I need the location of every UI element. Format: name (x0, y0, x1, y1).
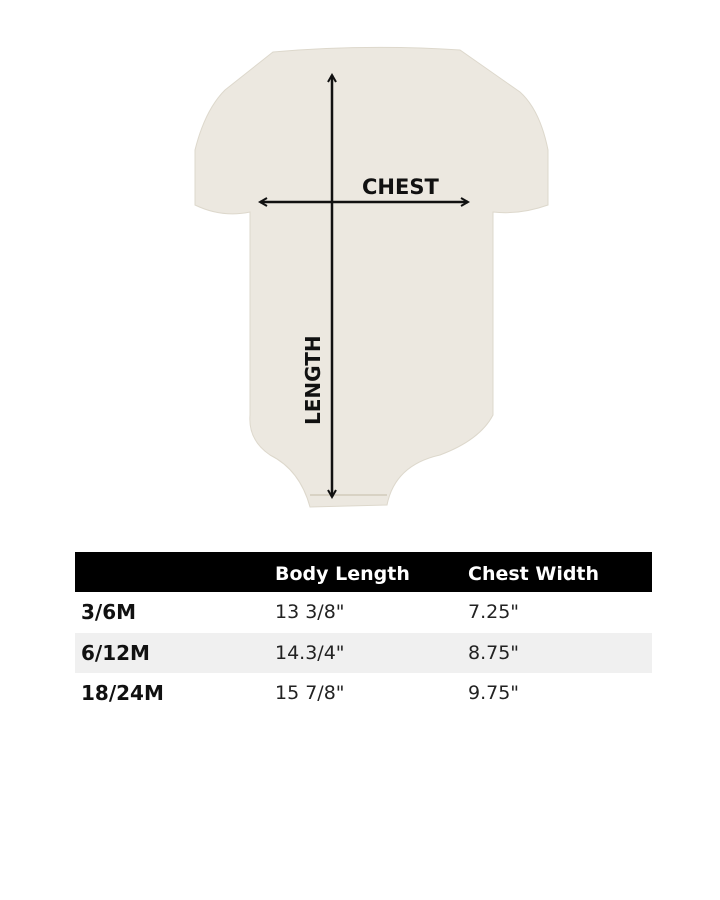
table-row: 6/12M 14.3/4" 8.75" (75, 632, 652, 673)
size-cell: 18/24M (81, 681, 164, 706)
onesie-garment (194, 46, 549, 508)
onesie-diagram: CHEST LENGTH (194, 46, 549, 508)
chest-width-cell: 9.75" (468, 682, 520, 705)
chest-width-cell: 8.75" (468, 641, 520, 664)
header-chest-width: Chest Width (468, 563, 600, 585)
size-table: Body Length Chest Width 3/6M 13 3/8" 7.2… (75, 552, 652, 714)
header-body-length: Body Length (275, 563, 410, 585)
size-cell: 3/6M (81, 600, 137, 625)
table-header: Body Length Chest Width (75, 552, 652, 592)
table-row: 3/6M 13 3/8" 7.25" (75, 592, 652, 633)
size-cell: 6/12M (81, 640, 150, 665)
chest-label: CHEST (362, 175, 439, 199)
body-length-cell: 14.3/4" (275, 641, 345, 664)
length-label: LENGTH (301, 335, 325, 425)
body-length-cell: 13 3/8" (275, 601, 345, 624)
chest-width-cell: 7.25" (468, 601, 520, 624)
table-row: 18/24M 15 7/8" 9.75" (75, 673, 652, 714)
body-length-cell: 15 7/8" (275, 682, 345, 705)
